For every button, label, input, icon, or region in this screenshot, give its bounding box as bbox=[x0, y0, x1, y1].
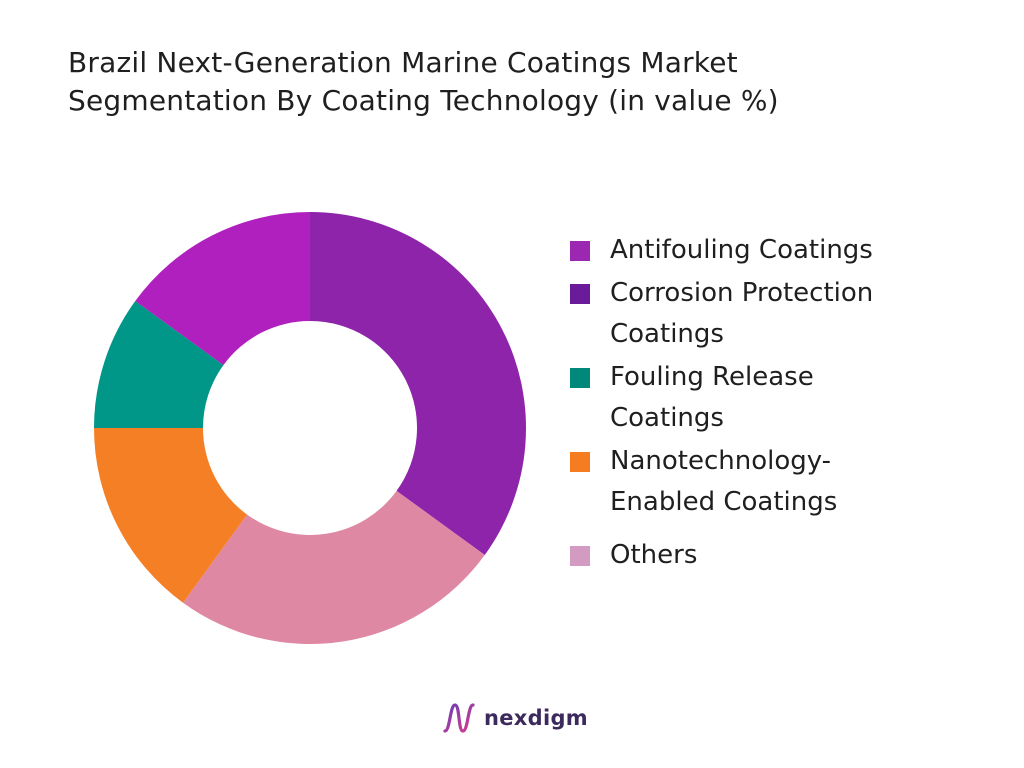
legend-label: Corrosion Protection Coatings bbox=[610, 278, 874, 349]
legend-label: Nanotechnology- Enabled Coatings bbox=[610, 446, 838, 517]
chart-legend: Antifouling Coatings Corrosion Protectio… bbox=[570, 230, 1010, 576]
legend-item-nanotechnology: Nanotechnology- Enabled Coatings bbox=[570, 441, 1010, 523]
legend-swatch bbox=[570, 368, 590, 388]
chart-title-line-1: Brazil Next-Generation Marine Coatings M… bbox=[68, 46, 738, 79]
donut-slice-1 bbox=[310, 212, 526, 555]
brand-logo: nexdigm bbox=[442, 700, 588, 736]
legend-item-antifouling: Antifouling Coatings bbox=[570, 230, 1010, 271]
legend-item-fouling-release: Fouling Release Coatings bbox=[570, 357, 1010, 439]
legend-item-corrosion-protection: Corrosion Protection Coatings bbox=[570, 273, 1010, 355]
chart-title: Brazil Next-Generation Marine Coatings M… bbox=[68, 44, 968, 120]
legend-swatch bbox=[570, 241, 590, 261]
donut-chart bbox=[94, 212, 526, 644]
legend-swatch bbox=[570, 284, 590, 304]
nexdigm-wave-icon bbox=[443, 703, 475, 733]
legend-label: Antifouling Coatings bbox=[610, 235, 873, 265]
donut-slice-3 bbox=[94, 428, 248, 603]
brand-name: nexdigm bbox=[484, 706, 588, 730]
donut-slice-2 bbox=[183, 490, 485, 644]
legend-label: Others bbox=[610, 540, 698, 570]
donut-slice-4 bbox=[94, 301, 224, 428]
donut-slice-5 bbox=[135, 212, 310, 366]
legend-swatch bbox=[570, 452, 590, 472]
legend-swatch bbox=[570, 546, 590, 566]
legend-item-others: Others bbox=[570, 535, 1010, 576]
chart-title-line-2: Segmentation By Coating Technology (in v… bbox=[68, 84, 779, 117]
legend-label: Fouling Release Coatings bbox=[610, 362, 814, 433]
